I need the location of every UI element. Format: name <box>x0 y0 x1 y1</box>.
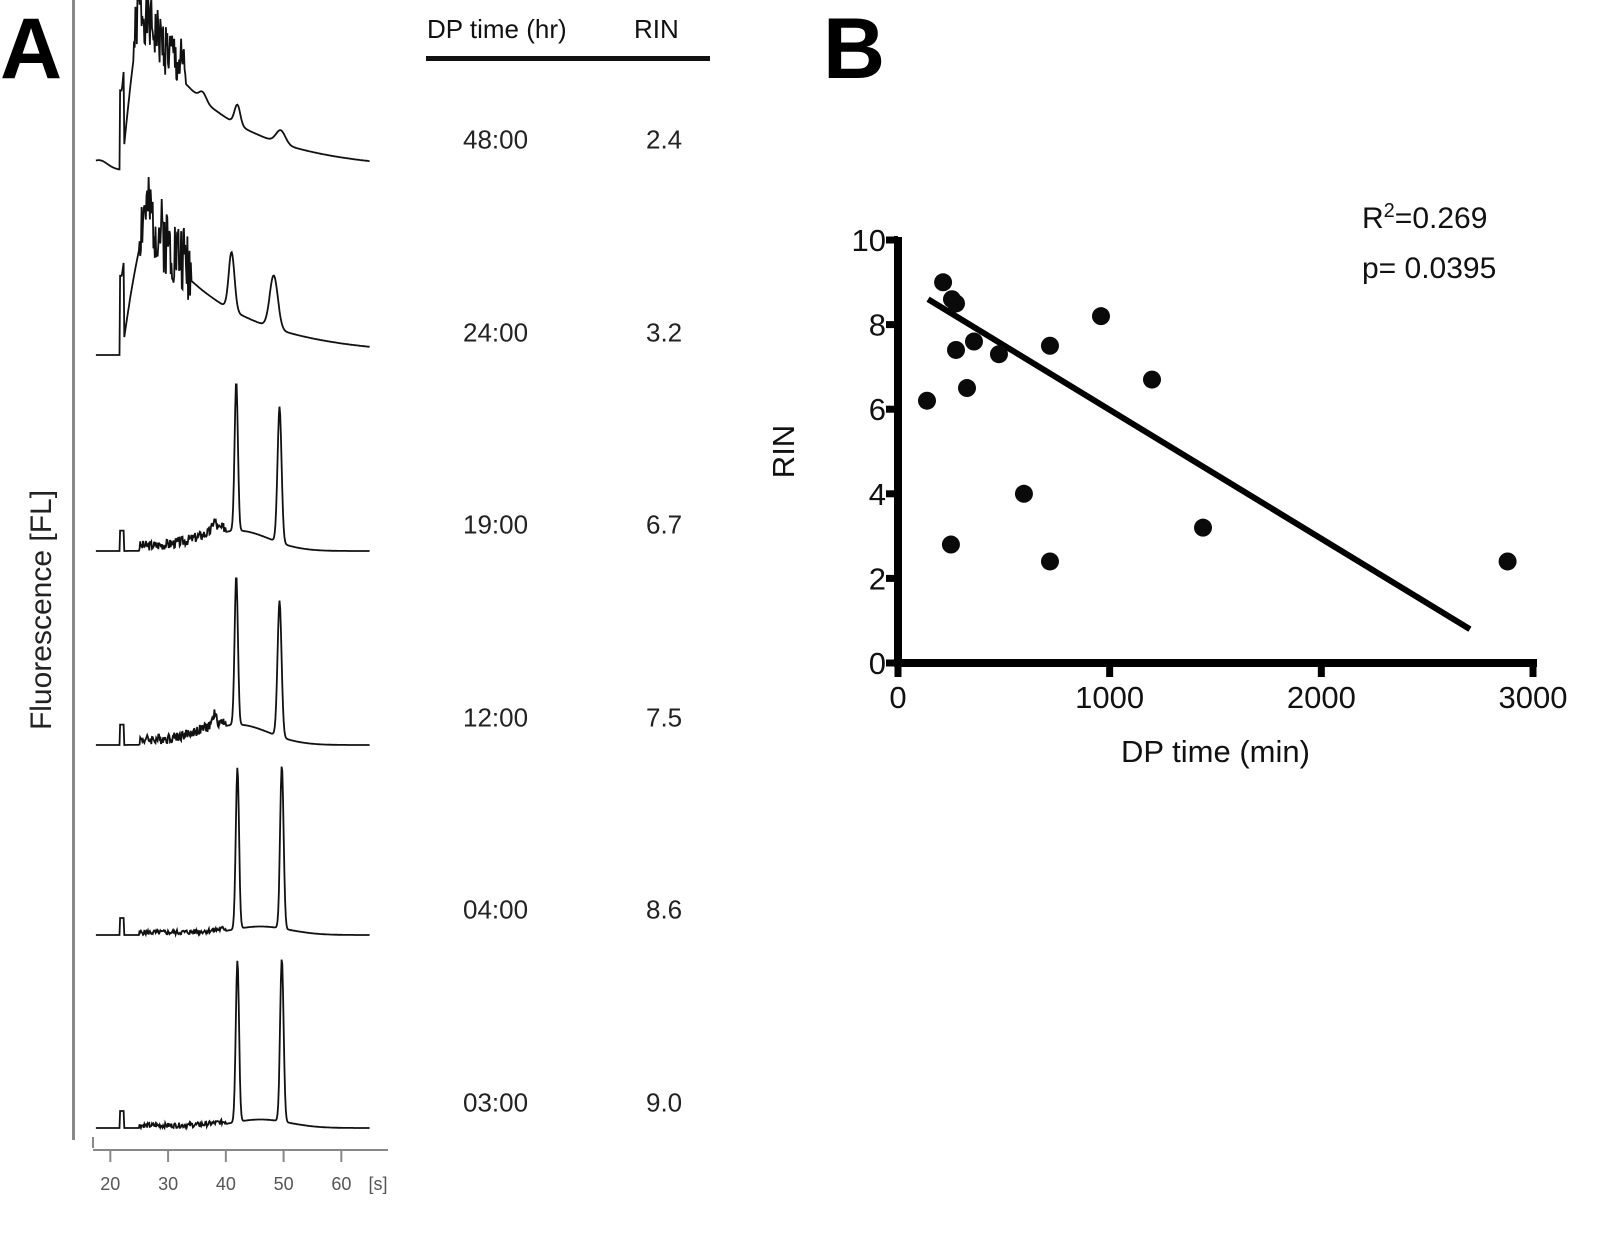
table-cell-rin: 3.2 <box>646 317 683 348</box>
a-x-tick-label: 40 <box>216 1174 236 1194</box>
panel-label-b: B <box>823 1 886 97</box>
scatter-point <box>1091 307 1110 326</box>
scatter-point <box>958 379 977 398</box>
scatter-point <box>941 535 960 554</box>
y-tick-label: 0 <box>869 646 886 681</box>
electropherogram-trace <box>95 0 370 171</box>
y-tick-label: 2 <box>869 561 886 596</box>
r2-superscript: 2 <box>1383 200 1395 222</box>
table-header-rule <box>426 56 710 61</box>
table-cell-dp-time: 24:00 <box>463 317 529 348</box>
a-x-tick-label: 50 <box>274 1174 294 1194</box>
x-tick-label: 2000 <box>1287 680 1356 715</box>
table-header-dp-time: DP time (hr) <box>427 14 567 44</box>
a-x-tick-label: 60 <box>331 1174 351 1194</box>
y-tick-label: 4 <box>869 477 886 512</box>
y-axis-label: RIN <box>766 425 801 478</box>
scatter-point <box>917 391 936 410</box>
electropherogram-trace <box>95 959 370 1131</box>
scatter-point <box>1014 484 1033 503</box>
table-cell-dp-time: 19:00 <box>463 509 529 540</box>
scatter-point <box>946 294 965 313</box>
table-cell-rin: 2.4 <box>646 124 683 155</box>
scatter-point <box>1040 336 1059 355</box>
x-tick-label: 0 <box>889 680 906 715</box>
table-cell-rin: 6.7 <box>646 509 683 540</box>
table-cell-rin: 8.6 <box>646 894 683 925</box>
table-cell-dp-time: 12:00 <box>463 702 529 733</box>
x-tick-label: 1000 <box>1075 680 1144 715</box>
scatter-point <box>946 340 965 359</box>
y-tick-label: 6 <box>869 392 886 427</box>
x-tick-label: 3000 <box>1499 680 1568 715</box>
r2-value: =0.269 <box>1394 202 1488 235</box>
r-squared-annotation: R2=0.269 <box>1362 200 1487 236</box>
table-cell-rin: 7.5 <box>646 702 683 733</box>
y-tick-label: 10 <box>852 223 886 258</box>
a-x-tick-label: 30 <box>158 1174 178 1194</box>
a-x-unit-label: [s] <box>368 1174 387 1194</box>
regression-line <box>926 296 1472 632</box>
electropherogram-trace <box>95 176 370 356</box>
electropherogram-trace <box>95 577 370 746</box>
scatter-point <box>1194 518 1213 537</box>
x-axis-label: DP time (min) <box>1121 734 1310 769</box>
scatter-point <box>964 332 983 351</box>
scatter-point <box>934 273 953 292</box>
electropherogram-trace <box>95 383 370 552</box>
r2-prefix: R <box>1362 202 1384 235</box>
electropherogram-trace <box>95 766 370 938</box>
panel-a-y-axis-line <box>72 0 75 1140</box>
a-x-tick-label: 20 <box>100 1174 120 1194</box>
table-cell-rin: 9.0 <box>646 1087 683 1118</box>
p-value-annotation: p= 0.0395 <box>1362 252 1497 285</box>
table-cell-dp-time: 04:00 <box>463 894 529 925</box>
scatter-point <box>1143 370 1161 389</box>
electropherogram-traces: 20 30 40 50 60 [s] <box>92 0 388 1194</box>
scatter-point <box>1040 552 1059 571</box>
table-cell-dp-time: 03:00 <box>463 1087 529 1118</box>
y-tick-label: 8 <box>869 308 886 343</box>
scatter-point <box>989 345 1008 364</box>
table-cell-dp-time: 48:00 <box>463 124 529 155</box>
scatter-point <box>1498 552 1517 571</box>
panel-label-a: A <box>0 1 63 97</box>
table-header-rin: RIN <box>634 14 679 44</box>
